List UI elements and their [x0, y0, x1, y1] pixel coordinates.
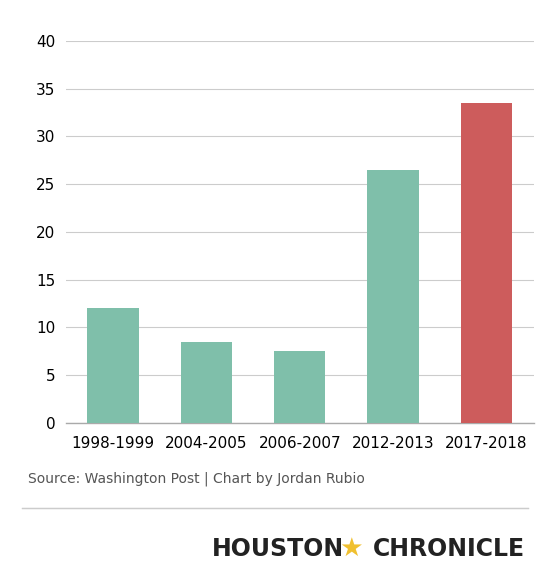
Text: CHRONICLE: CHRONICLE — [373, 537, 525, 561]
Text: Source: Washington Post | Chart by Jordan Rubio: Source: Washington Post | Chart by Jorda… — [28, 471, 364, 485]
Bar — [367, 170, 419, 423]
Text: ★: ★ — [339, 536, 362, 562]
Text: HOUSTON: HOUSTON — [212, 537, 344, 561]
Bar — [87, 308, 139, 423]
Bar — [180, 342, 232, 423]
Bar — [274, 351, 326, 423]
Bar — [461, 103, 512, 423]
